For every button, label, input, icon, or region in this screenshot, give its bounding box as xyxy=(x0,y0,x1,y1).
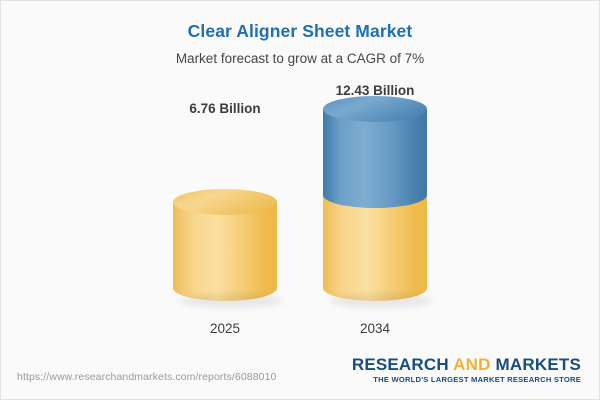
logo-word-markets: MARKETS xyxy=(495,355,581,374)
source-url[interactable]: https://www.researchandmarkets.com/repor… xyxy=(17,371,277,383)
cylinder-shadow xyxy=(179,294,283,308)
cylinder-shadow xyxy=(329,294,433,308)
logo-wordmark: RESEARCH AND MARKETS xyxy=(352,356,581,374)
cylinder-2025-shape xyxy=(173,189,277,301)
cylinder-2034[interactable] xyxy=(323,96,433,308)
logo-word-research: RESEARCH xyxy=(351,355,449,374)
logo-word-and: AND xyxy=(453,355,491,374)
cylinder-2025[interactable] xyxy=(173,189,283,308)
research-and-markets-logo[interactable]: RESEARCH AND MARKETS THE WORLD'S LARGEST… xyxy=(352,356,581,384)
bar-category-label: 2025 xyxy=(209,321,241,336)
bar-value-label: 6.76 Billion xyxy=(189,101,261,116)
chart-title: Clear Aligner Sheet Market xyxy=(187,21,413,41)
chart-subtitle: Market forecast to grow at a CAGR of 7% xyxy=(175,51,425,66)
bar-category-label: 2034 xyxy=(359,321,391,336)
logo-tagline: THE WORLD'S LARGEST MARKET RESEARCH STOR… xyxy=(373,374,581,384)
cylinder-2034-shape xyxy=(323,96,427,301)
bar-value-label: 12.43 Billion xyxy=(335,83,415,98)
plot-area: 6.76 Billion xyxy=(1,81,599,346)
